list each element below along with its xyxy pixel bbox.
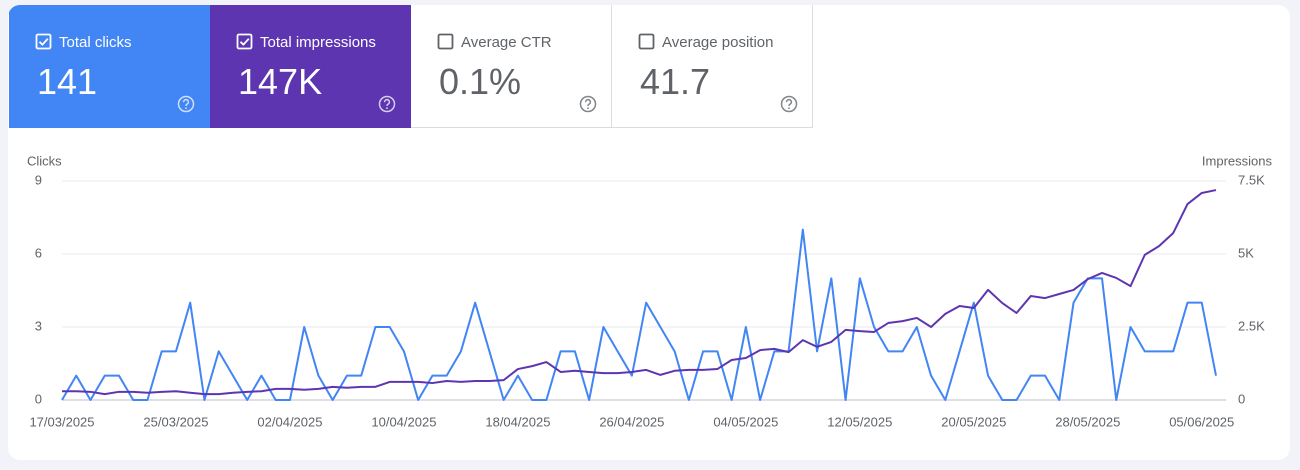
- metric-label: Average position: [662, 34, 774, 51]
- series-line: [61, 228, 1217, 401]
- checkbox-box: [638, 33, 655, 50]
- y-tick-label: 0: [35, 391, 42, 406]
- checkmark: [239, 38, 250, 46]
- checkbox-box: [437, 33, 454, 50]
- metric-tile[interactable]: Total clicks 141: [9, 5, 210, 128]
- x-tick-label: 26/04/2025: [599, 414, 664, 429]
- help-circle: [378, 95, 396, 113]
- help-circle: [177, 95, 195, 113]
- help-dot: [788, 107, 790, 110]
- help-icon[interactable]: [578, 94, 598, 114]
- help-icon[interactable]: [176, 94, 196, 114]
- help-dot: [386, 107, 388, 110]
- help-circle: [579, 95, 597, 113]
- y2-tick-label: 2.5K: [1238, 318, 1265, 333]
- metric-label: Average CTR: [461, 34, 552, 51]
- checkbox-box: [35, 33, 52, 50]
- help-mark: [383, 98, 391, 107]
- metric-label: Total impressions: [260, 34, 376, 51]
- series-line: [62, 189, 1217, 396]
- help-dot: [185, 107, 187, 110]
- metric-value: 141: [37, 61, 98, 102]
- x-tick-label: 12/05/2025: [827, 414, 892, 429]
- metric-value: 0.1%: [439, 61, 522, 102]
- x-tick-label: 10/04/2025: [371, 414, 436, 429]
- x-tick-label: 28/05/2025: [1055, 414, 1120, 429]
- help-icon[interactable]: [779, 94, 799, 114]
- y-tick-label: 6: [35, 245, 42, 260]
- metric-tile[interactable]: Total impressions 147K: [210, 5, 411, 128]
- x-tick-label: 25/03/2025: [143, 414, 208, 429]
- x-tick-label: 17/03/2025: [29, 414, 94, 429]
- y2-tick-label: 7.5K: [1238, 172, 1265, 187]
- x-tick-label: 05/06/2025: [1169, 414, 1234, 429]
- performance-card: Total clicks 141 Total impressions 147K Aver…: [8, 5, 1290, 460]
- y2-tick-label: 5K: [1238, 245, 1254, 260]
- metric-value: 41.7: [640, 61, 711, 102]
- metric-value: 147K: [238, 61, 323, 102]
- y-tick-label: 9: [35, 172, 42, 187]
- checkbox[interactable]: [638, 33, 656, 51]
- metric-tile[interactable]: Average position 41.7: [612, 5, 813, 128]
- metric-tile[interactable]: Average CTR 0.1%: [411, 5, 612, 128]
- x-tick-label: 02/04/2025: [257, 414, 322, 429]
- help-mark: [785, 98, 793, 107]
- checkbox-box: [236, 33, 253, 50]
- x-tick-label: 18/04/2025: [485, 414, 550, 429]
- y2-axis-title: Impressions: [1202, 153, 1273, 168]
- y2-tick-label: 0: [1238, 391, 1245, 406]
- help-mark: [584, 98, 592, 107]
- metric-label: Total clicks: [59, 34, 132, 51]
- checkmark: [38, 38, 49, 46]
- y-tick-label: 3: [35, 318, 42, 333]
- help-icon[interactable]: [377, 94, 397, 114]
- checkbox[interactable]: [236, 33, 254, 51]
- checkbox[interactable]: [35, 33, 53, 51]
- x-tick-label: 20/05/2025: [941, 414, 1006, 429]
- help-circle: [780, 95, 798, 113]
- chart: Clicks Impressions 0 3 6 9 0 2.5K 5K 7.5K 17/03/…: [27, 153, 1273, 429]
- help-mark: [182, 98, 190, 107]
- y-axis-title: Clicks: [27, 153, 62, 168]
- help-dot: [587, 107, 589, 110]
- checkbox[interactable]: [437, 33, 455, 51]
- x-tick-label: 04/05/2025: [713, 414, 778, 429]
